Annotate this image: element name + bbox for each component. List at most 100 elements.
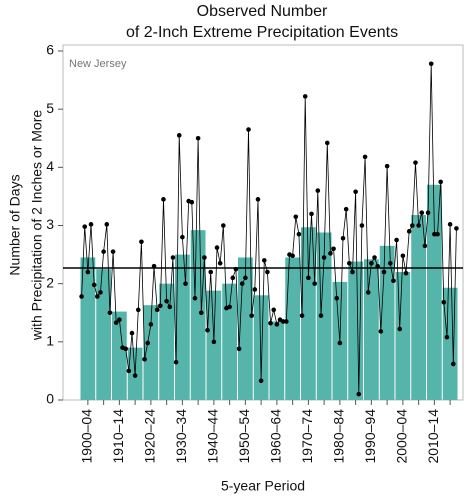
annual-point (158, 303, 163, 309)
annual-point (296, 231, 302, 237)
annual-point (167, 304, 173, 310)
bar (112, 311, 127, 400)
annual-point (271, 307, 277, 313)
annual-point (85, 269, 91, 275)
annual-point (444, 334, 450, 340)
annual-point (148, 322, 154, 327)
annual-point (252, 287, 258, 292)
annual-point (243, 275, 248, 281)
x-axis-title: 5-year Period (221, 478, 305, 494)
annual-point (353, 189, 358, 195)
annual-point (284, 319, 289, 324)
annual-point (394, 237, 399, 243)
annual-point (135, 307, 141, 313)
annual-point (309, 211, 314, 217)
x-tick-label: 2000–04 (394, 409, 410, 464)
x-tick-label: 1940–44 (205, 409, 221, 464)
x-tick-label: 1950–54 (236, 409, 252, 464)
annual-point (233, 266, 239, 272)
y-tick-label: 6 (46, 42, 54, 58)
y-tick-label: 3 (46, 216, 54, 232)
x-tick-label: 1930–34 (173, 409, 189, 464)
annual-point (91, 282, 97, 288)
annual-point (293, 214, 299, 220)
annual-point (347, 261, 352, 266)
annual-point (321, 255, 327, 260)
annual-point (362, 154, 368, 160)
annual-point (369, 261, 374, 266)
annual-point (318, 313, 324, 318)
x-tick-label: 1990–94 (362, 409, 378, 464)
annual-point (419, 210, 425, 216)
annual-point (334, 295, 340, 301)
annual-point (372, 255, 377, 260)
annual-point (239, 281, 245, 286)
annual-point (126, 368, 132, 374)
annual-point (422, 243, 428, 249)
annual-point (331, 246, 336, 252)
annual-point (375, 263, 380, 269)
annual-point (350, 269, 355, 275)
annual-point (425, 210, 431, 216)
annual-point (139, 239, 144, 245)
annual-point (406, 229, 412, 234)
bar (96, 269, 111, 400)
annual-point (343, 206, 349, 212)
bar (253, 295, 269, 400)
annual-point (214, 245, 220, 250)
annual-point (192, 295, 198, 301)
bar (442, 287, 458, 400)
bar (159, 283, 174, 400)
y-tick-label: 4 (46, 158, 54, 174)
bar (269, 321, 285, 400)
annual-point (403, 270, 409, 276)
annual-point (183, 281, 188, 286)
annual-point (107, 310, 113, 316)
annual-point (337, 340, 343, 346)
x-tick-label: 1920–24 (142, 409, 158, 464)
chart-title: Observed Number (197, 3, 328, 20)
annual-point (255, 197, 261, 202)
annual-point (249, 313, 254, 318)
annual-point (123, 346, 128, 352)
bar (395, 272, 411, 400)
annual-point (117, 317, 122, 323)
annual-point (173, 359, 179, 365)
annual-point (113, 320, 119, 325)
annual-point (428, 61, 434, 67)
bar (285, 257, 300, 400)
annual-point (211, 339, 217, 345)
bar (175, 254, 190, 400)
annual-point (315, 188, 321, 193)
annual-point (432, 231, 437, 237)
bar (222, 283, 237, 400)
annual-line (81, 63, 457, 395)
annual-point (170, 255, 176, 260)
annual-point (195, 135, 201, 141)
annual-point (381, 269, 387, 275)
annual-point (290, 253, 295, 259)
annual-point (246, 127, 251, 132)
annual-point (387, 261, 393, 266)
annual-point (79, 294, 84, 299)
annual-point (95, 294, 100, 299)
annual-point (416, 223, 421, 228)
y-tick-label: 2 (46, 274, 54, 290)
annual-point (202, 255, 207, 260)
x-tick-label: 1900–04 (79, 409, 95, 464)
annual-point (410, 223, 415, 228)
annual-point (145, 340, 151, 346)
annual-point (306, 275, 311, 281)
annual-point (258, 378, 264, 384)
bar (301, 227, 316, 400)
x-tick-label: 2010–14 (425, 409, 441, 464)
annual-point (365, 290, 371, 295)
bar (411, 215, 426, 400)
annual-point (208, 269, 214, 275)
annual-point (438, 179, 443, 185)
annual-point (101, 249, 106, 254)
annual-point (400, 253, 406, 259)
y-tick-label: 0 (46, 391, 54, 407)
annual-point (227, 304, 232, 310)
